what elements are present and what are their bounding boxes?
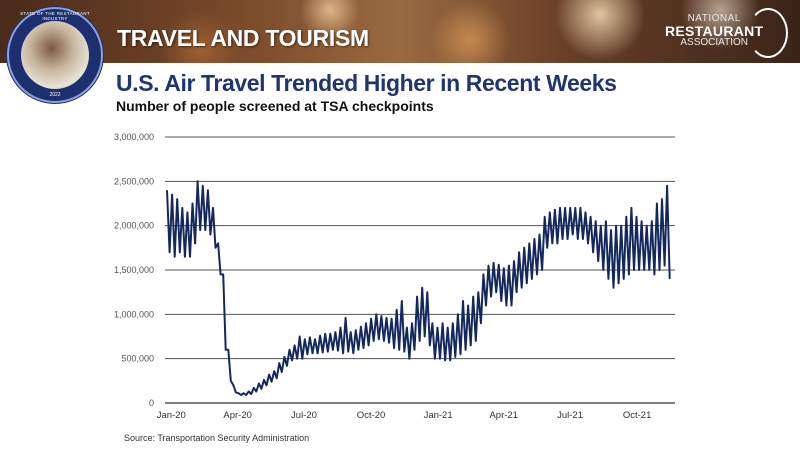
x-tick-label: Oct-20: [357, 410, 386, 421]
x-tick-label: Jan-20: [157, 410, 186, 421]
badge-text: STATE OF THE RESTAURANT INDUSTRY: [20, 11, 90, 21]
source-note: Source: Transportation Security Administ…: [124, 433, 310, 443]
logo-line2: RESTAURANT: [665, 23, 764, 39]
y-tick-label: 2,000,000: [114, 221, 154, 231]
x-tick-label: Apr-20: [223, 410, 252, 421]
series-line-tsa-screenings: [166, 180, 671, 396]
y-tick-label: 1,500,000: [114, 265, 154, 275]
x-tick-label: Oct-21: [623, 410, 652, 421]
chart-title: U.S. Air Travel Trended Higher in Recent…: [116, 70, 617, 96]
logo-line1: NATIONAL: [687, 13, 741, 24]
chart-subtitle: Number of people screened at TSA checkpo…: [116, 98, 434, 114]
logo-line3: ASSOCIATION: [680, 37, 748, 48]
logo-swoosh-icon: [748, 8, 788, 58]
badge-year: 2022: [49, 92, 61, 98]
y-tick-label: 1,000,000: [114, 309, 154, 319]
state-of-industry-badge: STATE OF THE RESTAURANT INDUSTRY 2022: [7, 7, 103, 103]
x-tick-label: Jul-20: [291, 410, 317, 421]
y-tick-label: 3,000,000: [114, 132, 154, 142]
section-title: TRAVEL AND TOURISM: [117, 25, 369, 51]
y-tick-label: 2,500,000: [114, 176, 154, 186]
x-tick-label: Jul-21: [557, 410, 583, 421]
y-tick-label: 500,000: [121, 354, 154, 364]
x-tick-label: Jan-21: [424, 410, 453, 421]
nra-logo: NATIONAL RESTAURANT ASSOCIATION: [665, 14, 763, 48]
badge-photo: [21, 21, 89, 89]
header-banner: TRAVEL AND TOURISM NATIONAL RESTAURANT A…: [0, 0, 800, 63]
x-tick-label: Apr-21: [489, 410, 518, 421]
y-tick-label: 0: [149, 398, 154, 408]
